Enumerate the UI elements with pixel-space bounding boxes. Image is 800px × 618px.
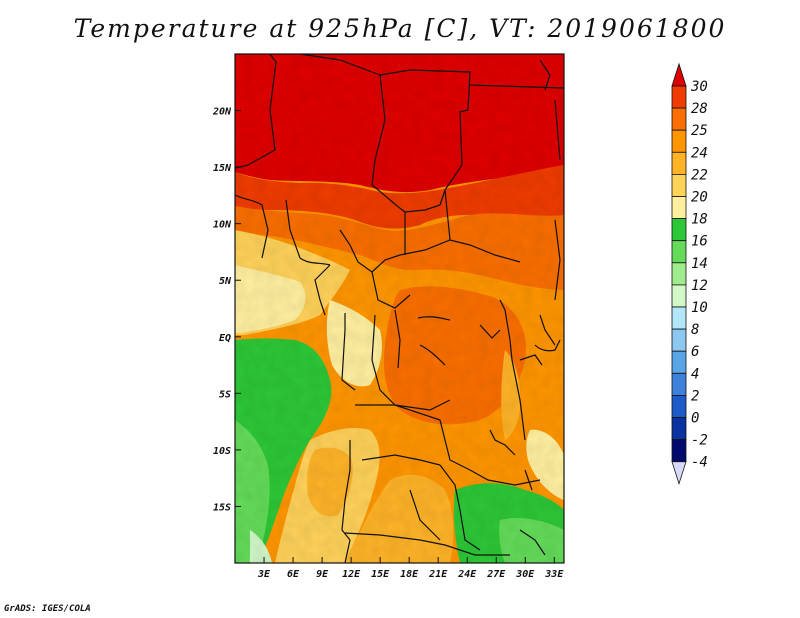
- temperature-field: [235, 54, 564, 563]
- colorbar-label: 8: [691, 322, 699, 338]
- colorbar-label: 18: [691, 212, 708, 228]
- colorbar-swatch: [671, 240, 687, 264]
- colorbar-swatch: [671, 196, 687, 220]
- colorbar-label: 6: [691, 344, 699, 360]
- colorbar-label: 22: [691, 167, 708, 183]
- lon-tick-label: 6E: [287, 569, 300, 580]
- country-borders: [235, 54, 564, 563]
- colorbar-swatch: [671, 328, 687, 352]
- colorbar-label: 28: [691, 101, 708, 117]
- colorbar-label: -4: [691, 455, 708, 471]
- credit-text: GrADS: IGES/COLA: [4, 604, 91, 614]
- lon-tick-label: 33E: [544, 569, 564, 580]
- longitude-axis: 3E 6E 9E 12E 15E 18E 21E 24E 27E 30E 33E: [257, 557, 564, 580]
- lon-tick-label: 30E: [515, 569, 535, 580]
- colorbar-swatch: [671, 306, 687, 330]
- colorbar-label: 30: [690, 79, 708, 95]
- lon-tick-label: 15E: [371, 569, 390, 580]
- colorbar-swatch: [671, 262, 687, 286]
- colorbar-swatch: [671, 129, 687, 153]
- colorbar-bottom-arrow: [671, 461, 687, 486]
- colorbar-swatch: [671, 218, 687, 242]
- colorbar-swatch: [671, 107, 687, 131]
- colorbar-top-arrow: [671, 62, 687, 87]
- lat-tick-label: 5N: [219, 276, 232, 287]
- colorbar-label: 24: [691, 145, 708, 161]
- colorbar-swatch: [671, 284, 687, 308]
- lat-tick-label: 15S: [213, 502, 231, 513]
- lat-tick-label: EQ: [219, 333, 231, 344]
- colorbar-label: 10: [691, 300, 708, 316]
- lon-tick-label: 3E: [257, 569, 271, 580]
- colorbar-swatch: [671, 151, 687, 175]
- colorbar-label: 14: [691, 256, 708, 272]
- colorbar-swatch: [671, 85, 687, 109]
- colorbar-label: 2: [691, 388, 699, 404]
- lat-tick-label: 10N: [213, 220, 232, 231]
- lat-tick-label: 10S: [213, 446, 231, 457]
- lon-tick-label: 18E: [400, 569, 419, 580]
- colorbar-swatch: [671, 417, 687, 441]
- lon-tick-label: 27E: [486, 569, 506, 580]
- colorbar-swatch: [671, 173, 687, 197]
- colorbar-swatch: [671, 372, 687, 396]
- colorbar-swatch: [671, 439, 687, 463]
- lat-tick-label: 15N: [213, 163, 232, 174]
- colorbar-swatch: [671, 350, 687, 374]
- chart-title: Temperature at 925hPa [C], VT: 201906180…: [73, 14, 727, 43]
- colorbar-label: 16: [691, 234, 708, 250]
- colorbar-label: 4: [691, 366, 699, 382]
- lat-tick-label: 20N: [212, 107, 232, 118]
- colorbar-label: -2: [691, 433, 708, 449]
- lon-tick-label: 9E: [316, 569, 329, 580]
- colorbar-label: 12: [691, 278, 708, 294]
- lon-tick-label: 12E: [342, 569, 361, 580]
- map-border: [234, 53, 565, 564]
- latitude-axis: 20N 15N 10N 5N EQ 5S 10S 15S: [212, 107, 241, 513]
- lon-tick-label: 21E: [428, 569, 448, 580]
- colorbar-label: 25: [691, 123, 708, 139]
- lat-tick-label: 5S: [219, 389, 231, 400]
- colorbar-label: 20: [691, 190, 708, 206]
- colorbar-label: 0: [691, 411, 699, 427]
- lon-tick-label: 24E: [457, 569, 477, 580]
- colorbar-swatch: [671, 394, 687, 418]
